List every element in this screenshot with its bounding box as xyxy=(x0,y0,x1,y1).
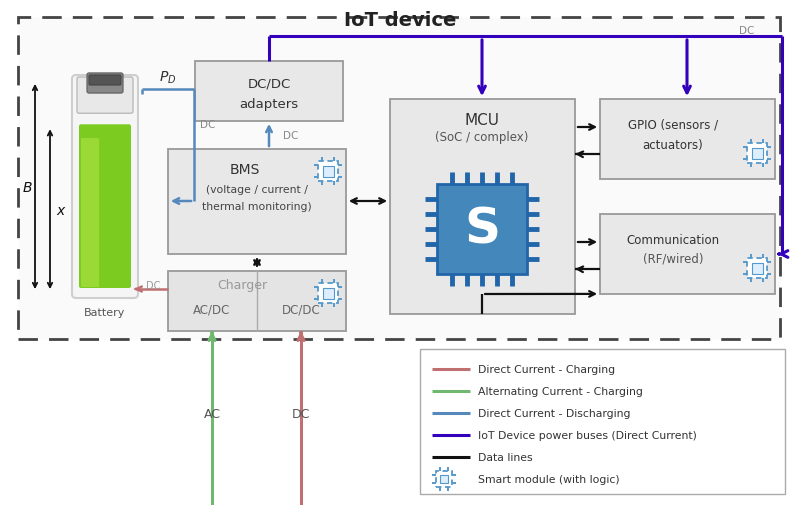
Text: DC: DC xyxy=(283,131,298,141)
FancyBboxPatch shape xyxy=(751,263,762,274)
Text: (SoC / complex): (SoC / complex) xyxy=(435,131,529,144)
Text: Direct Current - Discharging: Direct Current - Discharging xyxy=(478,408,630,418)
FancyBboxPatch shape xyxy=(390,100,575,315)
FancyBboxPatch shape xyxy=(436,471,452,487)
FancyBboxPatch shape xyxy=(751,148,762,159)
Text: x: x xyxy=(56,204,64,218)
Text: DC: DC xyxy=(146,280,160,290)
FancyBboxPatch shape xyxy=(89,76,121,86)
Text: AC: AC xyxy=(203,408,221,421)
FancyBboxPatch shape xyxy=(440,475,449,483)
FancyBboxPatch shape xyxy=(72,76,138,298)
FancyBboxPatch shape xyxy=(600,100,775,180)
Text: Smart module (with logic): Smart module (with logic) xyxy=(478,474,620,484)
FancyBboxPatch shape xyxy=(168,272,346,331)
FancyBboxPatch shape xyxy=(437,185,527,274)
Text: (RF/wired): (RF/wired) xyxy=(642,252,703,265)
Text: Battery: Battery xyxy=(84,308,126,317)
FancyBboxPatch shape xyxy=(87,74,123,94)
FancyBboxPatch shape xyxy=(81,139,99,287)
Text: AC/DC: AC/DC xyxy=(194,303,230,316)
Text: S: S xyxy=(464,206,500,254)
Text: DC: DC xyxy=(200,120,215,130)
FancyBboxPatch shape xyxy=(747,144,767,164)
Text: $P_D$: $P_D$ xyxy=(159,70,177,86)
Text: (voltage / current /: (voltage / current / xyxy=(206,185,308,194)
Text: Charger: Charger xyxy=(217,278,267,291)
Text: BMS: BMS xyxy=(230,163,260,177)
Text: GPIO (sensors /: GPIO (sensors / xyxy=(628,118,718,131)
FancyBboxPatch shape xyxy=(79,125,131,288)
Text: Communication: Communication xyxy=(626,233,719,246)
FancyBboxPatch shape xyxy=(322,166,334,177)
Text: MCU: MCU xyxy=(465,112,499,127)
FancyBboxPatch shape xyxy=(195,62,343,122)
Text: thermal monitoring): thermal monitoring) xyxy=(202,201,312,212)
FancyBboxPatch shape xyxy=(77,78,133,114)
Text: DC: DC xyxy=(739,26,754,36)
Text: DC: DC xyxy=(292,408,310,421)
FancyBboxPatch shape xyxy=(322,288,334,299)
Text: DC/DC: DC/DC xyxy=(282,303,320,316)
Text: IoT device: IoT device xyxy=(344,11,456,29)
FancyBboxPatch shape xyxy=(18,18,780,339)
FancyBboxPatch shape xyxy=(747,259,767,278)
FancyBboxPatch shape xyxy=(318,283,338,304)
Text: adapters: adapters xyxy=(239,97,298,110)
Text: Direct Current - Charging: Direct Current - Charging xyxy=(478,364,615,374)
Text: B: B xyxy=(22,180,32,194)
FancyBboxPatch shape xyxy=(168,149,346,255)
Text: Data lines: Data lines xyxy=(478,452,533,462)
FancyBboxPatch shape xyxy=(420,349,785,494)
Text: actuators): actuators) xyxy=(642,139,703,152)
FancyBboxPatch shape xyxy=(318,162,338,182)
Text: Alternating Current - Charging: Alternating Current - Charging xyxy=(478,386,643,396)
FancyBboxPatch shape xyxy=(600,215,775,294)
Text: IoT Device power buses (Direct Current): IoT Device power buses (Direct Current) xyxy=(478,430,697,440)
Text: DC/DC: DC/DC xyxy=(247,77,290,90)
